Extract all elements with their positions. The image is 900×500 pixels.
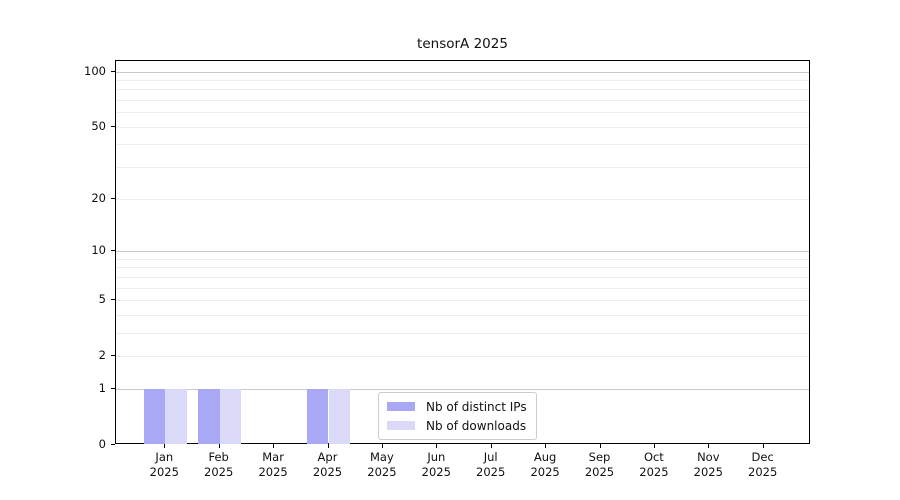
x-axis-tick [218,444,220,448]
x-tick-label: Feb 2025 [204,450,234,479]
y-tick-label: 1 [98,380,106,395]
y-axis-tick [111,125,115,127]
y-axis-tick [111,387,115,390]
minor-gridline [116,100,809,102]
x-axis-tick [599,444,601,448]
legend-item-distinct-ips: Nb of distinct IPs [387,397,527,416]
x-tick-label: Oct 2025 [639,450,669,479]
x-axis-tick [490,444,492,448]
legend-swatch-downloads-icon [387,420,415,431]
bar-nb-of-downloads-apr [328,388,351,444]
legend-item-downloads: Nb of downloads [387,416,527,435]
y-axis-tick [111,70,115,72]
minor-gridline [116,89,809,91]
y-axis-tick [111,444,115,446]
minor-gridline [116,276,809,278]
bar-nb-of-downloads-jan [165,388,187,444]
major-gridline [116,388,809,390]
legend-swatch-distinct-ips-icon [387,401,415,412]
minor-gridline [116,356,809,358]
x-tick-label: Nov 2025 [693,450,723,479]
minor-gridline [116,198,809,200]
y-tick-label: 10 [91,242,106,257]
x-tick-label: Sep 2025 [584,450,615,479]
x-axis-tick [273,444,275,448]
y-axis-tick [111,298,115,301]
minor-gridline [116,267,809,269]
legend-label-downloads: Nb of downloads [426,418,527,433]
y-tick-label: 50 [91,118,106,133]
x-axis-tick [164,444,166,448]
x-tick-label: Aug 2025 [530,450,560,479]
x-axis-tick [653,444,656,448]
minor-gridline [116,112,809,114]
x-tick-label: Dec 2025 [748,450,778,479]
minor-gridline [116,258,809,260]
x-tick-label: Apr 2025 [312,450,343,479]
x-tick-label: Jan 2025 [149,450,179,479]
major-gridline [116,71,809,73]
y-tick-label: 20 [91,190,106,205]
x-axis-tick [708,444,710,448]
x-axis-tick [381,444,384,448]
minor-gridline [116,299,809,301]
x-tick-label: Jun 2025 [421,450,451,479]
minor-gridline [116,314,809,316]
y-tick-label: 0 [98,437,106,451]
minor-gridline [116,144,809,146]
x-axis-tick [545,444,547,448]
legend-label-distinct-ips: Nb of distinct IPs [426,399,527,414]
y-tick-label: 2 [98,348,106,363]
y-tick-label: 100 [84,63,106,78]
y-axis-tick [111,355,115,357]
x-axis-tick [436,444,438,448]
minor-gridline [116,79,809,81]
x-axis-tick [327,444,329,448]
y-axis-tick [111,249,115,252]
minor-gridline [116,126,809,128]
chart-title: tensorA 2025 [417,36,508,52]
bar-nb-of-distinct-ips-feb [198,388,220,444]
x-tick-label: Jul 2025 [476,450,506,479]
y-axis-tick [111,197,115,199]
major-gridline [116,250,809,252]
x-tick-label: May 2025 [367,450,397,479]
plot-area: Nb of distinct IPs Nb of downloads [115,60,810,444]
x-axis-tick [762,444,764,448]
legend: Nb of distinct IPs Nb of downloads [378,392,537,440]
y-tick-label: 5 [98,291,106,306]
minor-gridline [116,332,809,334]
bar-nb-of-downloads-feb [219,388,242,444]
bar-nb-of-distinct-ips-apr [306,388,329,444]
minor-gridline [116,287,809,289]
bar-nb-of-distinct-ips-jan [143,388,166,444]
x-tick-label: Mar 2025 [258,450,288,479]
minor-gridline [116,167,809,169]
